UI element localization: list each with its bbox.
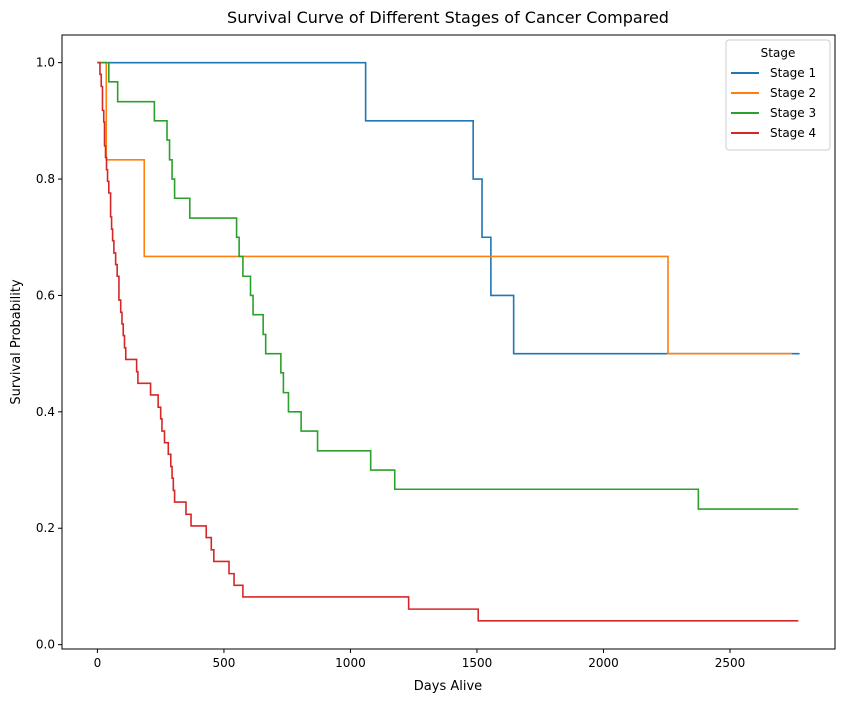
legend-label: Stage 3 [770, 106, 816, 120]
y-tick-label: 0.4 [36, 405, 55, 419]
legend-title: Stage [761, 46, 796, 60]
x-axis-label: Days Alive [414, 679, 482, 694]
legend-label: Stage 1 [770, 66, 816, 80]
x-tick-label: 2500 [715, 656, 746, 670]
y-axis-label: Survival Probability [9, 279, 24, 405]
legend: Stage Stage 1 Stage 2 Stage 3 Stage 4 [725, 39, 831, 151]
x-tick-label: 0 [94, 656, 102, 670]
y-axis: 0.0 0.2 0.4 0.6 0.8 1.0 [36, 56, 62, 652]
legend-label: Stage 2 [770, 86, 816, 100]
y-tick-label: 1.0 [36, 56, 55, 70]
series-line-stage-4 [97, 61, 799, 622]
x-axis: 0 500 1000 1500 2000 2500 [94, 649, 746, 670]
plot-border [61, 34, 836, 650]
legend-box [725, 39, 831, 151]
series-line-stage-1 [97, 61, 800, 355]
series-line-stage-2 [97, 61, 792, 355]
y-tick-label: 0.2 [36, 521, 55, 535]
plot-area [97, 61, 800, 622]
y-tick-label: 0.0 [36, 638, 55, 652]
chart-title: Survival Curve of Different Stages of Ca… [227, 8, 669, 27]
series-line-stage-3 [97, 61, 799, 510]
y-tick-label: 0.6 [36, 288, 55, 302]
x-tick-label: 1500 [462, 656, 493, 670]
legend-label: Stage 4 [770, 126, 816, 140]
plot-frame [62, 35, 835, 649]
x-tick-label: 2000 [588, 656, 619, 670]
x-tick-label: 500 [212, 656, 235, 670]
y-tick-label: 0.8 [36, 172, 55, 186]
x-tick-label: 1000 [335, 656, 366, 670]
